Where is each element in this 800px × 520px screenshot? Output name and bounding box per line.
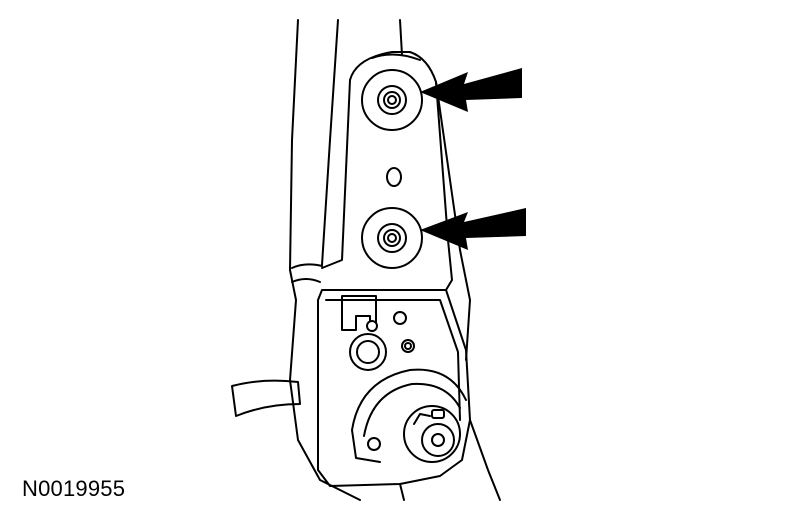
upper-bolt: [361, 69, 423, 131]
bracket-hole: [386, 167, 402, 187]
lower-cable: [399, 419, 501, 501]
lower-bolt: [361, 207, 423, 269]
figure-reference-number: N0019955: [22, 476, 126, 501]
seat-back-frame: [289, 19, 403, 501]
recliner-housing: [317, 289, 471, 487]
recline-strap: [231, 379, 301, 417]
arrow-icon: [420, 68, 522, 112]
hinge-bracket: [321, 51, 471, 361]
arrow-icon: [420, 208, 526, 250]
